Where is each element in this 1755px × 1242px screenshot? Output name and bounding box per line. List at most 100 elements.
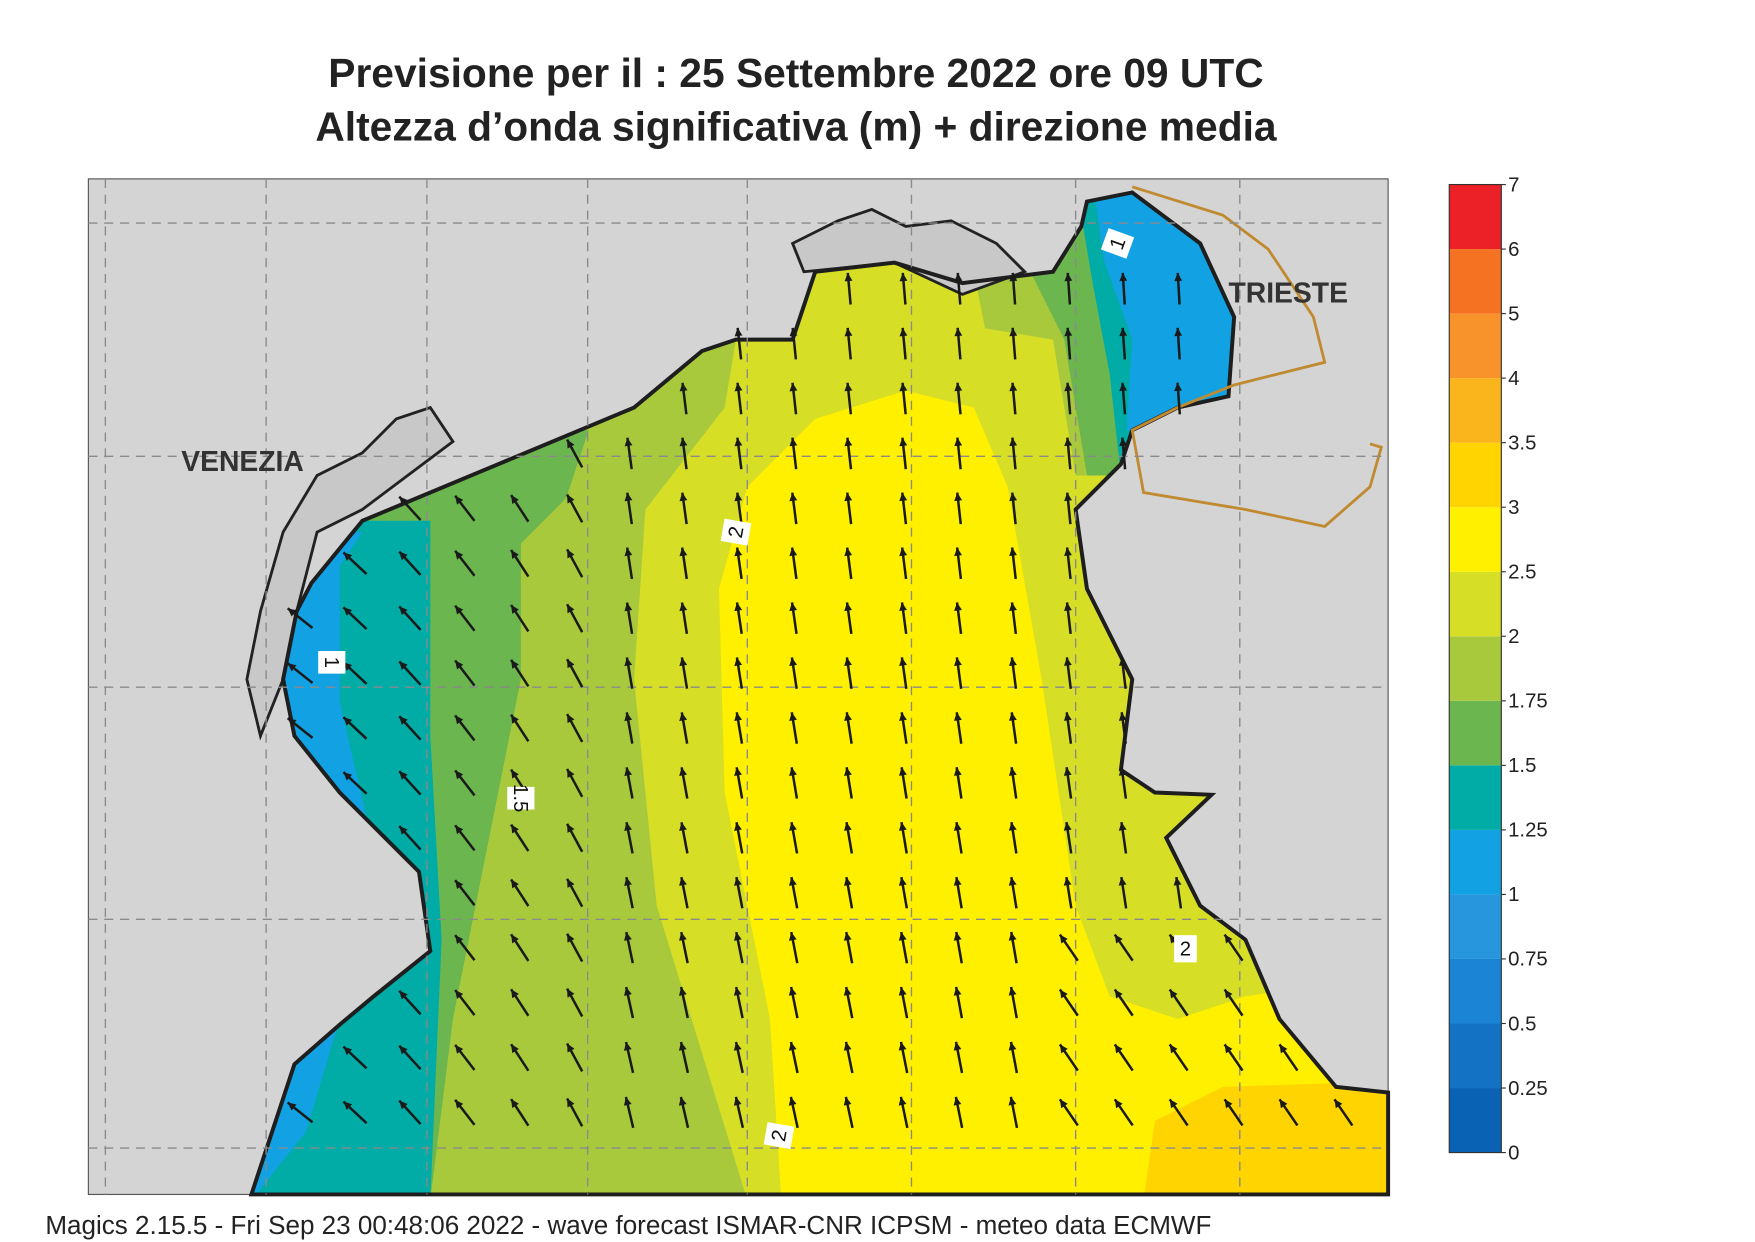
arrow-head: [399, 551, 408, 561]
arrow-head: [624, 712, 633, 722]
colorbar-swatch: [1449, 765, 1502, 830]
arrow-head: [789, 547, 798, 557]
arrow-head: [567, 549, 575, 559]
arrow-head: [399, 990, 408, 1000]
arrow-head: [1008, 712, 1017, 721]
arrow-head: [1009, 327, 1018, 337]
arrow-head: [399, 606, 408, 616]
colorbar-swatch: [1449, 313, 1502, 379]
arrow-head: [1064, 382, 1073, 392]
arrow-head: [343, 772, 353, 781]
arrow-head: [1118, 712, 1127, 721]
arrow-head: [1009, 382, 1018, 392]
arrow-head: [734, 877, 742, 886]
graticule: [88, 178, 1389, 1195]
arrow-head: [624, 1041, 632, 1051]
arrow-head: [844, 327, 853, 337]
subtitle: Altezza d’onda significativa (m) + direz…: [315, 103, 1277, 149]
arrow-head: [455, 825, 464, 835]
arrow-head: [954, 272, 963, 282]
colorbar-label: 0.75: [1508, 949, 1548, 971]
arrow-head: [343, 552, 353, 561]
colorbar-swatch: [1449, 1023, 1502, 1089]
arrow-head: [1118, 822, 1127, 831]
arrow-head: [624, 877, 632, 886]
colorbar-label: 2.5: [1508, 562, 1536, 584]
arrow-head: [679, 987, 687, 996]
arrow-head: [953, 932, 962, 941]
arrow-head: [1174, 327, 1183, 337]
colorbar-swatch: [1449, 378, 1502, 443]
colorbar-swatch: [1449, 894, 1502, 959]
arrow-head: [899, 712, 907, 721]
arrow-head: [399, 661, 408, 671]
arrow-head: [567, 1043, 575, 1053]
arrow-head: [455, 495, 464, 505]
arrow-head: [624, 932, 632, 941]
arrow-head: [678, 1096, 687, 1106]
colorbar-swatch: [1449, 507, 1502, 572]
arrow-head: [1008, 932, 1017, 941]
arrow-head: [567, 604, 575, 614]
arrow-head: [511, 879, 519, 889]
arrow-head: [624, 767, 633, 777]
arrow-head: [567, 988, 575, 998]
arrow-head: [788, 1041, 797, 1051]
arrow-head: [343, 662, 353, 671]
arrow-head: [511, 934, 519, 944]
arrow-head: [679, 822, 687, 831]
arrow-head: [1224, 1099, 1233, 1109]
arrow-head: [624, 437, 633, 447]
arrow-head: [343, 717, 353, 726]
arrow-head: [1008, 822, 1017, 831]
arrow-head: [898, 1041, 907, 1051]
arrow-head: [1224, 1044, 1233, 1054]
arrow-head: [789, 712, 797, 722]
arrow-head: [1279, 1044, 1288, 1054]
arrow-head: [1064, 272, 1073, 282]
arrow-head: [399, 1045, 408, 1055]
colorbar-swatch: [1449, 700, 1502, 766]
arrow-head: [788, 1096, 797, 1106]
arrow-head: [898, 986, 907, 996]
contour-label-box: [507, 786, 535, 810]
arrow-head: [511, 495, 519, 505]
colorbar-label: 1.75: [1508, 691, 1548, 713]
colorbar: 0 0.25 0.5 0.75 1 1.25 1.5 1.75 2 2.5 3 3.5 4 5 6 7: [1448, 174, 1548, 1164]
arrow-head: [399, 826, 408, 835]
arrow-head: [844, 657, 852, 667]
arrow-head: [679, 767, 687, 777]
arrow-head: [954, 547, 963, 557]
arrow-head: [898, 1096, 907, 1106]
arrow-head: [844, 437, 853, 447]
arrow-head: [1224, 989, 1233, 999]
contour-label-box: [763, 1122, 795, 1150]
arrow-head: [1118, 657, 1127, 666]
contour-label-box: [720, 518, 752, 546]
arrow-head: [788, 987, 797, 996]
arrow-head: [898, 877, 907, 886]
colorbar-swatch: [1449, 571, 1502, 637]
colorbar-label: 5: [1508, 303, 1519, 325]
arrow-head: [953, 767, 962, 776]
arrow-head: [511, 714, 519, 724]
colorbar-swatch: [1449, 249, 1502, 314]
colorbar-swatch: [1449, 442, 1502, 508]
arrow-head: [899, 767, 907, 776]
arrow-head: [789, 657, 798, 667]
arrow-head: [343, 607, 353, 616]
arrow-head: [1174, 382, 1183, 392]
arrow-head: [624, 822, 632, 832]
arrow-head: [1334, 1099, 1343, 1109]
arrow-head: [1173, 877, 1182, 886]
arrow-head: [455, 660, 464, 670]
arrow-head: [734, 657, 743, 667]
arrow-head: [1009, 492, 1018, 502]
arrow-head: [399, 716, 408, 725]
arrow-head: [624, 657, 633, 667]
arrow-head: [844, 602, 853, 612]
arrow-head: [455, 550, 464, 560]
arrow-head: [679, 382, 688, 392]
